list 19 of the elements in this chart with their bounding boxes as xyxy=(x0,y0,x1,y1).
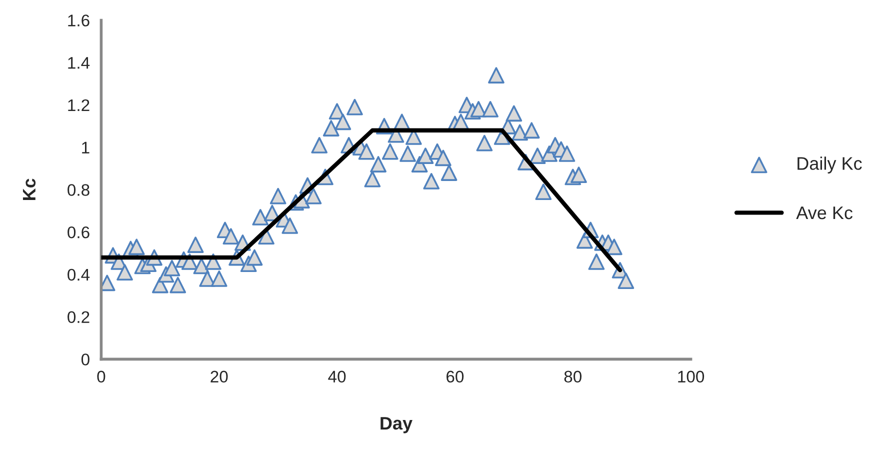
y-tick-label: 1.4 xyxy=(68,57,90,69)
x-tick-label: 60 xyxy=(446,370,464,383)
x-tick-label: 20 xyxy=(210,370,228,383)
x-tick-label: 0 xyxy=(97,370,106,383)
x-axis-title: Day xyxy=(380,417,412,434)
legend-label: Daily Kc xyxy=(798,156,862,174)
y-tick-label: 1.6 xyxy=(68,14,90,26)
legend-label: Ave Kc xyxy=(796,206,853,220)
x-tick-label: 100 xyxy=(678,370,704,383)
y-tick-label: 1.2 xyxy=(68,99,90,111)
x-tick-label: 40 xyxy=(328,370,346,383)
y-tick-label: 0.8 xyxy=(68,184,90,196)
y-tick-label: 1 xyxy=(82,142,90,154)
y-tick-label: 0.2 xyxy=(68,311,90,324)
y-tick-label: 0 xyxy=(81,354,90,366)
y-tick-label: 0.4 xyxy=(68,268,90,281)
y-tick-label: 0.6 xyxy=(68,226,90,238)
y-axis-title: Kc xyxy=(22,178,36,200)
x-tick-label: 80 xyxy=(564,370,582,383)
